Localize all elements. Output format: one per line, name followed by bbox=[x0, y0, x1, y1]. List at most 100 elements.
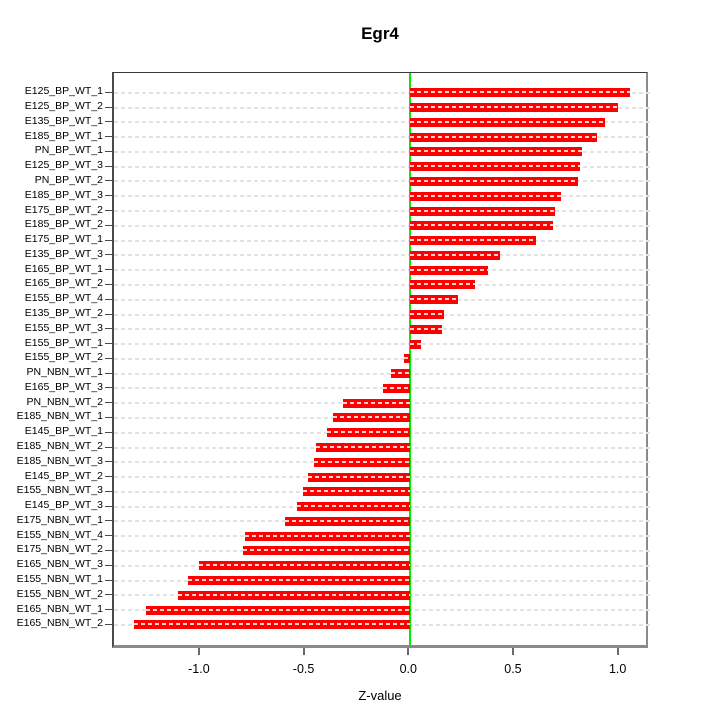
bar-inner-dash bbox=[303, 490, 411, 493]
x-axis-tick-label: 0.5 bbox=[504, 662, 522, 676]
y-axis-tick bbox=[105, 165, 112, 167]
y-axis-tick bbox=[105, 343, 112, 345]
bar-inner-dash bbox=[410, 239, 536, 242]
bar-E155_NBN_WT_2 bbox=[177, 590, 411, 600]
y-axis-tick bbox=[105, 549, 112, 551]
y-axis-label: E125_BP_WT_1 bbox=[24, 85, 103, 98]
y-axis-label: E155_BP_WT_3 bbox=[24, 321, 103, 334]
y-axis-tick bbox=[105, 150, 112, 152]
x-axis-tick bbox=[197, 648, 200, 655]
y-axis-label: PN_NBN_WT_1 bbox=[26, 366, 103, 379]
bar-inner-dash bbox=[410, 135, 597, 138]
y-axis-label: E165_NBN_WT_2 bbox=[16, 617, 103, 630]
y-axis-tick bbox=[105, 609, 112, 611]
y-axis-label: E155_NBN_WT_1 bbox=[16, 573, 103, 586]
bar-inner-dash bbox=[332, 416, 411, 419]
y-axis-label: E175_BP_WT_1 bbox=[24, 233, 103, 246]
gridline bbox=[114, 165, 650, 168]
bar-inner-dash bbox=[383, 386, 411, 389]
gridline bbox=[114, 121, 650, 124]
bar-inner-dash bbox=[410, 106, 618, 109]
bar-inner-dash bbox=[391, 372, 411, 375]
y-axis-label: E165_NBN_WT_1 bbox=[16, 602, 103, 615]
gridline bbox=[114, 269, 650, 272]
y-axis-label: E155_BP_WT_4 bbox=[24, 292, 103, 305]
x-axis-tick bbox=[511, 648, 514, 655]
y-axis-tick bbox=[105, 283, 112, 285]
y-axis-label: E165_BP_WT_1 bbox=[24, 262, 103, 275]
y-axis-tick bbox=[105, 446, 112, 448]
bar-E145_BP_WT_2 bbox=[307, 472, 411, 482]
bar-inner-dash bbox=[410, 209, 555, 212]
gridline bbox=[114, 210, 650, 213]
y-axis-tick bbox=[105, 535, 112, 537]
y-axis-tick bbox=[105, 387, 112, 389]
bar-inner-dash bbox=[307, 475, 411, 478]
gridline bbox=[114, 224, 650, 227]
y-axis-tick bbox=[105, 564, 112, 566]
y-axis-tick bbox=[105, 476, 112, 478]
bar-inner-dash bbox=[410, 283, 476, 286]
gridline bbox=[114, 150, 650, 153]
bar-E135_BP_WT_3 bbox=[410, 250, 501, 260]
bar-E155_BP_WT_4 bbox=[410, 295, 459, 305]
bar-E175_BP_WT_2 bbox=[410, 206, 555, 216]
bar-E155_NBN_WT_3 bbox=[303, 487, 411, 497]
gridline bbox=[114, 195, 650, 198]
bar-inner-dash bbox=[410, 91, 631, 94]
y-axis-label: E155_BP_WT_2 bbox=[24, 351, 103, 364]
bar-inner-dash bbox=[244, 534, 411, 537]
y-axis-tick bbox=[105, 121, 112, 123]
y-axis-tick bbox=[105, 372, 112, 374]
bar-inner-dash bbox=[410, 194, 562, 197]
gridline bbox=[114, 357, 650, 360]
bar-inner-dash bbox=[410, 313, 444, 315]
y-axis-label: E175_BP_WT_2 bbox=[24, 203, 103, 216]
gridline bbox=[114, 254, 650, 257]
y-axis-tick bbox=[105, 505, 112, 507]
bar-inner-dash bbox=[242, 549, 411, 552]
bar-inner-dash bbox=[410, 120, 605, 123]
plot-area bbox=[112, 72, 650, 648]
bar-inner-dash bbox=[284, 519, 411, 522]
bar-E165_NBN_WT_1 bbox=[146, 605, 411, 615]
bar-E185_BP_WT_1 bbox=[410, 132, 597, 142]
y-axis-label: PN_BP_WT_1 bbox=[34, 144, 103, 157]
y-axis-tick bbox=[105, 210, 112, 212]
bar-inner-dash bbox=[410, 342, 421, 345]
gridline bbox=[114, 136, 650, 139]
bar-E185_NBN_WT_1 bbox=[332, 413, 411, 423]
bar-E165_BP_WT_3 bbox=[383, 383, 411, 393]
y-axis-tick bbox=[105, 239, 112, 241]
y-axis-tick bbox=[105, 269, 112, 271]
y-axis-tick bbox=[105, 254, 112, 256]
y-axis-tick bbox=[105, 416, 112, 418]
bar-E175_NBN_WT_2 bbox=[242, 546, 411, 556]
bar-E175_BP_WT_1 bbox=[410, 236, 536, 246]
bar-E165_BP_WT_2 bbox=[410, 280, 476, 290]
y-axis-label: E125_BP_WT_2 bbox=[24, 100, 103, 113]
y-axis-label: E135_BP_WT_1 bbox=[24, 114, 103, 127]
y-axis-tick bbox=[105, 91, 112, 93]
y-axis-label: E185_BP_WT_1 bbox=[24, 129, 103, 142]
bar-inner-dash bbox=[410, 327, 442, 330]
bar-E165_NBN_WT_2 bbox=[133, 620, 411, 630]
y-axis-tick bbox=[105, 180, 112, 182]
bar-inner-dash bbox=[410, 150, 582, 153]
bar-E185_NBN_WT_2 bbox=[316, 443, 411, 453]
zero-reference-line bbox=[409, 73, 412, 645]
y-axis-tick bbox=[105, 520, 112, 522]
y-axis-label: PN_BP_WT_2 bbox=[34, 173, 103, 186]
bar-E135_BP_WT_1 bbox=[410, 117, 605, 127]
bar-inner-dash bbox=[188, 579, 411, 582]
y-axis-label: E185_BP_WT_2 bbox=[24, 218, 103, 231]
bar-inner-dash bbox=[316, 446, 411, 449]
bar-E145_BP_WT_1 bbox=[326, 428, 411, 438]
y-axis-tick bbox=[105, 461, 112, 463]
gridline bbox=[114, 180, 650, 183]
y-axis-tick bbox=[105, 431, 112, 433]
x-axis-tick-label: 1.0 bbox=[608, 662, 627, 676]
y-axis-label: E185_BP_WT_3 bbox=[24, 188, 103, 201]
gridline bbox=[114, 343, 650, 346]
y-axis-label: E125_BP_WT_3 bbox=[24, 159, 103, 172]
